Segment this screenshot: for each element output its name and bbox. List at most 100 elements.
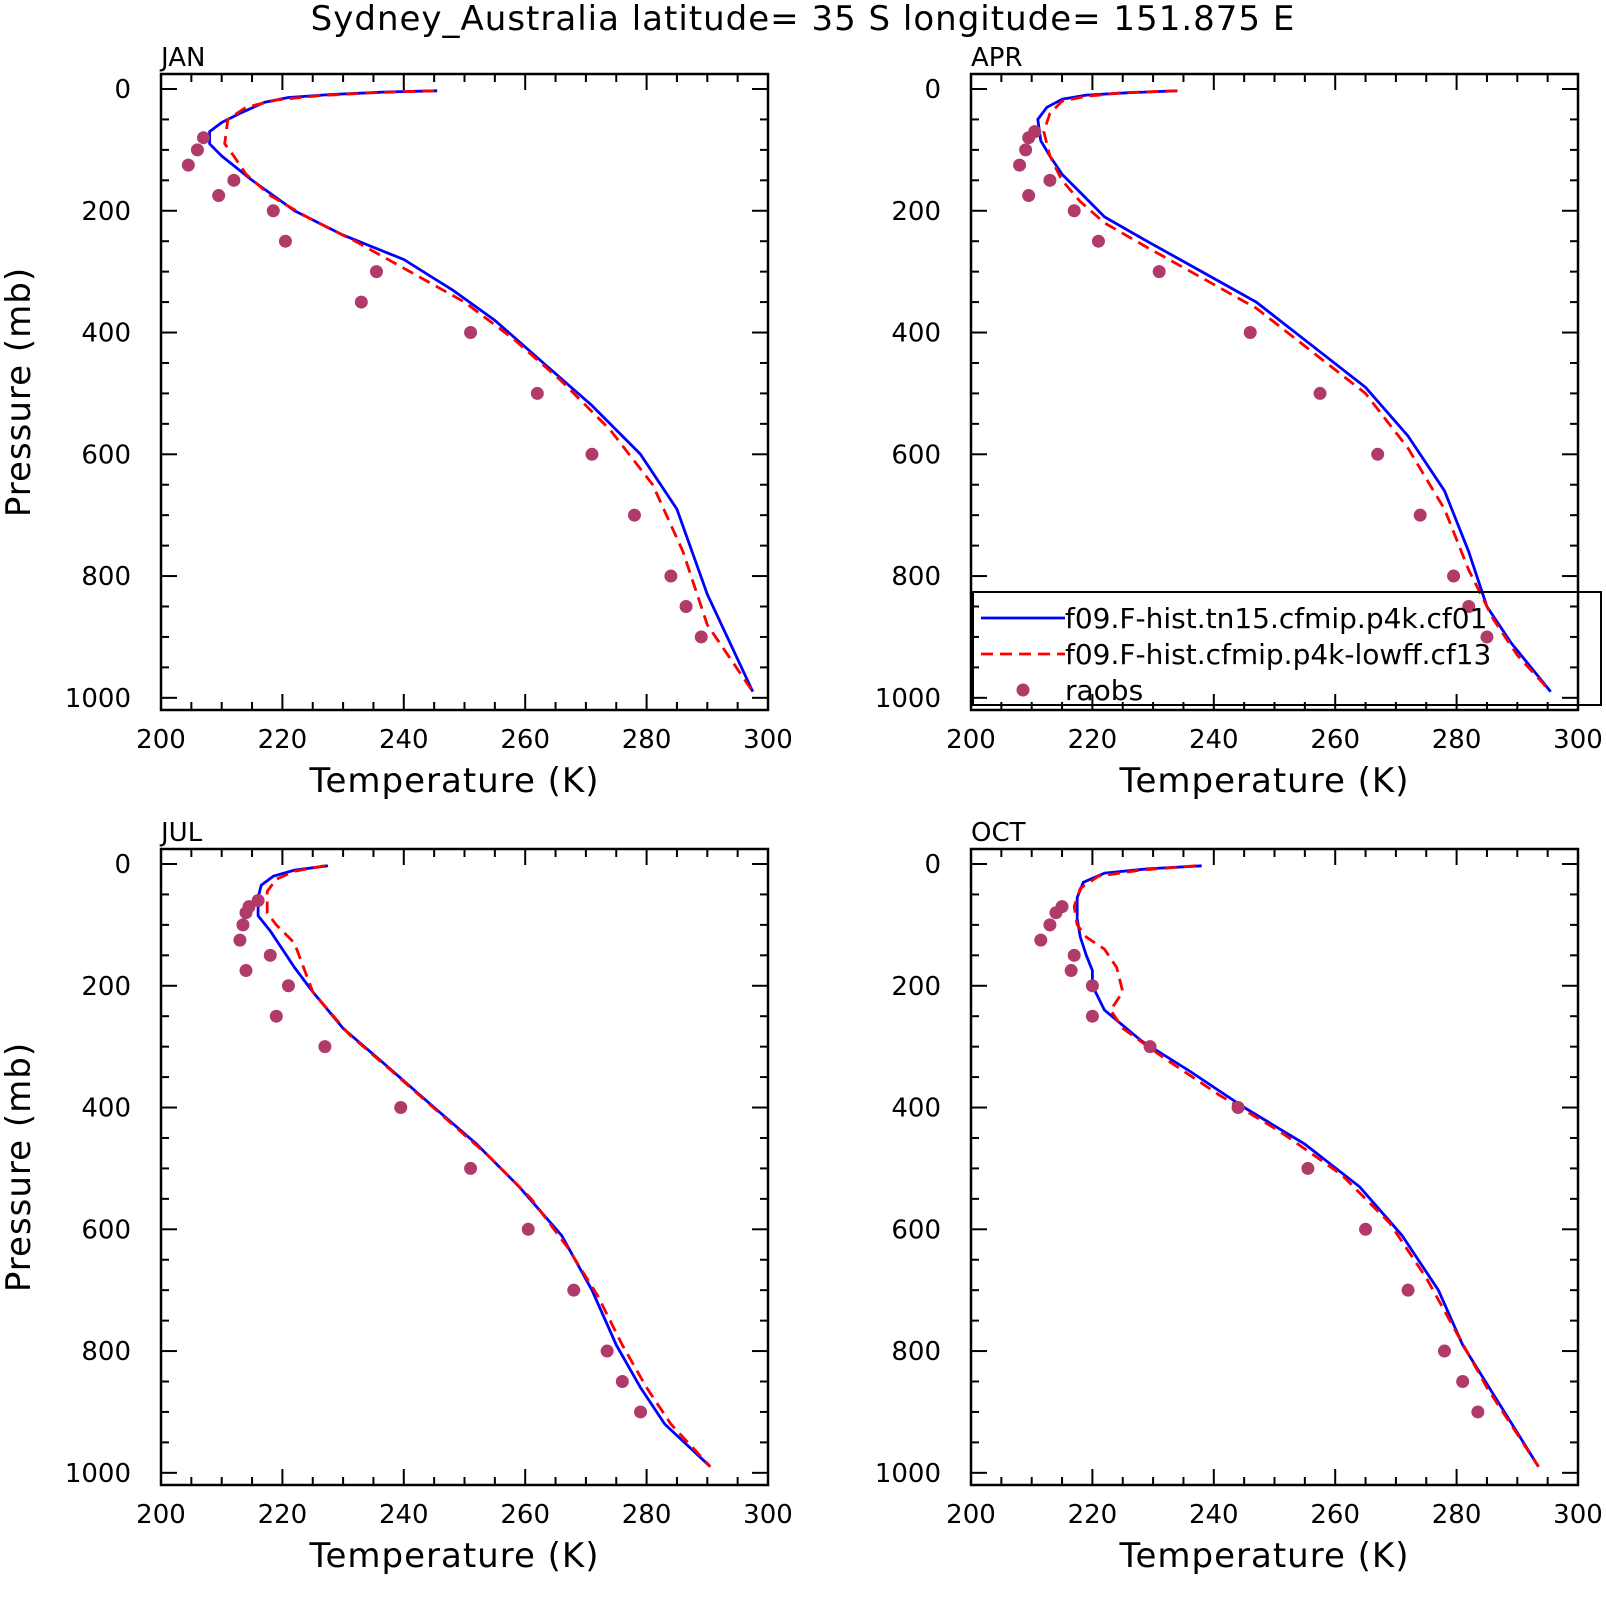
x-tick-label: 300 (743, 1500, 793, 1530)
y-tick-label: 800 (891, 562, 941, 592)
raobs-point (600, 1344, 614, 1358)
x-axis-title: Temperature (K) (308, 1536, 599, 1576)
x-tick-label: 260 (500, 725, 550, 755)
y-tick-label: 600 (81, 1215, 131, 1245)
y-tick-label: 1000 (65, 1459, 131, 1489)
raobs-point (521, 1222, 535, 1236)
y-tick-label: 1000 (875, 684, 941, 714)
x-tick-label: 280 (622, 725, 672, 755)
raobs-point (1022, 189, 1036, 203)
raobs-point (664, 569, 678, 583)
legend-box (972, 591, 1602, 706)
raobs-point (233, 933, 247, 947)
raobs-point (236, 918, 250, 932)
raobs-point (464, 326, 478, 340)
raobs-point (1447, 569, 1461, 583)
raobs-point (369, 265, 383, 279)
y-tick-label: 200 (81, 972, 131, 1002)
raobs-point (190, 143, 204, 157)
raobs-point (1091, 234, 1105, 248)
series-line-cf13 (1042, 89, 1552, 693)
x-tick-label: 280 (622, 1500, 672, 1530)
x-tick-label: 200 (136, 725, 186, 755)
raobs-point (530, 386, 544, 400)
y-tick-label: 600 (891, 1215, 941, 1245)
x-axis-title: Temperature (K) (1118, 761, 1409, 801)
raobs-point (1301, 1161, 1315, 1175)
chart-panel-oct: OCT 200 220 240 260 280 300 0 200 400 600 800 1000 Te… (875, 818, 1603, 1576)
y-tick-label: 800 (81, 1337, 131, 1367)
raobs-point (1371, 447, 1385, 461)
raobs-point (1480, 630, 1494, 644)
y-axis-title: Pressure (mb) (0, 267, 39, 517)
raobs-point (1043, 918, 1057, 932)
x-tick-label: 300 (1553, 1500, 1603, 1530)
raobs-point (1022, 131, 1036, 145)
raobs-point (1019, 143, 1033, 157)
raobs-point (694, 630, 708, 644)
raobs-point (464, 1161, 478, 1175)
raobs-point (1462, 600, 1476, 613)
raobs-point (1013, 158, 1027, 172)
x-axis-title: Temperature (K) (308, 761, 599, 801)
x-tick-label: 260 (500, 1500, 550, 1530)
x-tick-label: 200 (136, 1500, 186, 1530)
raobs-point (181, 158, 195, 172)
y-tick-label: 600 (81, 440, 131, 470)
figure-title: Sydney_Australia latitude= 35 S longitud… (311, 0, 1296, 39)
y-tick-label: 600 (891, 440, 941, 470)
y-axis-title: Pressure (mb) (0, 1042, 39, 1292)
y-tick-label: 400 (891, 319, 941, 349)
x-tick-label: 240 (1189, 1500, 1239, 1530)
raobs-point (354, 295, 368, 309)
panel-label: APR (971, 43, 1023, 73)
raobs-point (1034, 933, 1048, 947)
legend-label: f09.F-hist.cfmip.p4k-lowff.cf13 (1065, 638, 1491, 671)
x-axis-title: Temperature (K) (1118, 1536, 1409, 1576)
x-tick-label: 260 (1310, 1500, 1360, 1530)
panel-label: OCT (971, 818, 1026, 848)
panels: JAN 200 220 240 260 280 300 0 200 400 600 800 1000 Te… (0, 43, 1603, 1576)
raobs-point (1456, 1375, 1470, 1388)
raobs-point (1043, 173, 1057, 187)
raobs-point (1049, 906, 1063, 920)
raobs-point (615, 1375, 629, 1388)
x-tick-label: 200 (946, 1500, 996, 1530)
x-tick-label: 280 (1432, 1500, 1482, 1530)
y-tick-label: 1000 (65, 684, 131, 714)
series-line-cf01 (256, 864, 712, 1468)
raobs-point (281, 979, 295, 993)
series-line-cf01 (1036, 89, 1552, 693)
x-tick-label: 240 (1189, 725, 1239, 755)
raobs-point (1152, 265, 1166, 279)
y-tick-label: 200 (891, 972, 941, 1002)
x-tick-label: 280 (1432, 725, 1482, 755)
chart-panel-jan: JAN 200 220 240 260 280 300 0 200 400 600 800 1000 Te… (0, 43, 793, 801)
y-tick-label: 1000 (875, 1459, 941, 1489)
panel-label: JUL (159, 818, 203, 848)
y-tick-label: 200 (81, 197, 131, 227)
legend-label: f09.F-hist.tn15.cfmip.p4k.cf01 (1065, 602, 1487, 635)
raobs-point (269, 1009, 283, 1023)
raobs-point (634, 1405, 648, 1419)
raobs-point (1437, 1344, 1451, 1358)
raobs-point (278, 234, 292, 248)
raobs-point (1243, 326, 1257, 340)
raobs-point (239, 964, 253, 978)
x-tick-label: 240 (379, 725, 429, 755)
x-tick-label: 220 (258, 1500, 308, 1530)
raobs-point (1067, 948, 1081, 962)
raobs-point (1401, 1283, 1415, 1297)
raobs-point (1143, 1040, 1157, 1054)
y-tick-label: 400 (81, 319, 131, 349)
raobs-point (196, 131, 210, 145)
raobs-point (679, 600, 693, 613)
raobs-point (567, 1283, 581, 1297)
raobs-point (1067, 204, 1081, 218)
panel-label: JAN (159, 43, 205, 73)
y-tick-label: 0 (924, 75, 941, 105)
raobs-point (212, 189, 226, 203)
raobs-point (394, 1101, 408, 1115)
